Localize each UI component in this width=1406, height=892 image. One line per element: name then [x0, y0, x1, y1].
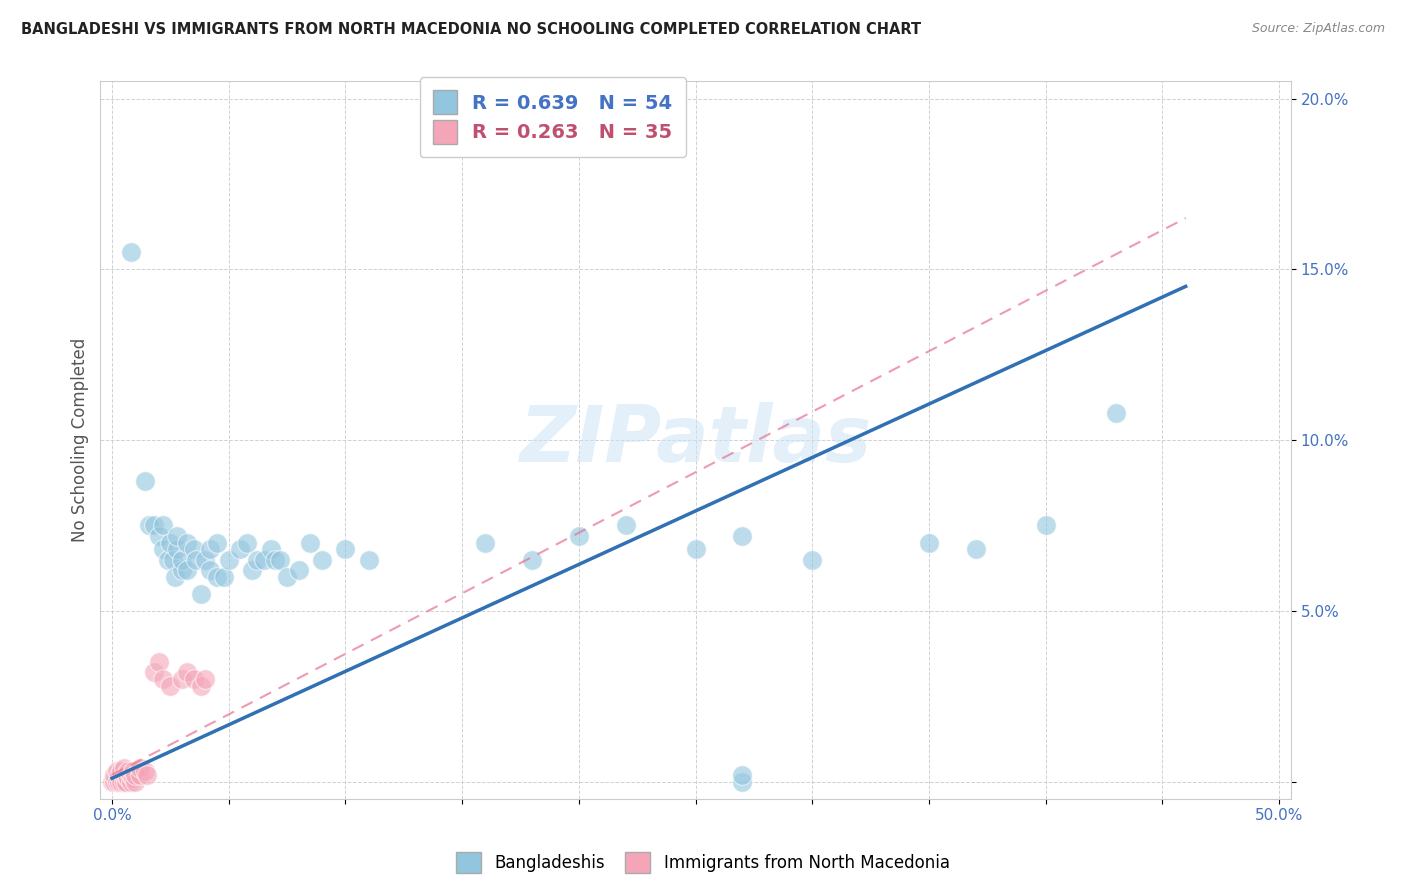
Point	[205, 570, 228, 584]
Point	[120, 768, 142, 782]
Point	[176, 665, 198, 680]
Point	[152, 672, 174, 686]
Point	[965, 542, 987, 557]
Point	[115, 774, 138, 789]
Point	[918, 535, 941, 549]
Point	[129, 761, 152, 775]
Point	[190, 587, 212, 601]
Point	[124, 774, 146, 789]
Point	[110, 764, 132, 779]
Point	[129, 768, 152, 782]
Text: ZIPatlas: ZIPatlas	[519, 402, 872, 478]
Point	[264, 552, 287, 566]
Point	[166, 542, 188, 557]
Point	[198, 542, 221, 557]
Point	[122, 771, 145, 785]
Point	[122, 764, 145, 779]
Point	[194, 672, 217, 686]
Point	[143, 518, 166, 533]
Point	[184, 552, 207, 566]
Point	[1035, 518, 1057, 533]
Point	[138, 518, 160, 533]
Point	[143, 665, 166, 680]
Point	[253, 552, 276, 566]
Point	[176, 535, 198, 549]
Point	[159, 679, 181, 693]
Point	[205, 535, 228, 549]
Point	[108, 768, 131, 782]
Point	[269, 552, 291, 566]
Point	[117, 771, 139, 785]
Point	[614, 518, 637, 533]
Point	[198, 563, 221, 577]
Point	[103, 774, 125, 789]
Y-axis label: No Schooling Completed: No Schooling Completed	[72, 338, 89, 542]
Point	[112, 768, 135, 782]
Point	[229, 542, 252, 557]
Point	[163, 570, 186, 584]
Point	[170, 563, 193, 577]
Point	[311, 552, 333, 566]
Point	[520, 552, 543, 566]
Point	[134, 764, 156, 779]
Point	[183, 672, 205, 686]
Point	[190, 679, 212, 693]
Point	[731, 529, 754, 543]
Point	[105, 764, 128, 779]
Point	[110, 774, 132, 789]
Point	[335, 542, 357, 557]
Point	[183, 542, 205, 557]
Legend: R = 0.639   N = 54, R = 0.263   N = 35: R = 0.639 N = 54, R = 0.263 N = 35	[419, 77, 686, 157]
Point	[236, 535, 259, 549]
Point	[162, 552, 184, 566]
Point	[166, 529, 188, 543]
Point	[1105, 406, 1128, 420]
Point	[148, 655, 170, 669]
Point	[103, 768, 125, 782]
Text: BANGLADESHI VS IMMIGRANTS FROM NORTH MACEDONIA NO SCHOOLING COMPLETED CORRELATIO: BANGLADESHI VS IMMIGRANTS FROM NORTH MAC…	[21, 22, 921, 37]
Point	[287, 563, 309, 577]
Point	[276, 570, 298, 584]
Point	[124, 768, 146, 782]
Point	[568, 529, 591, 543]
Point	[134, 474, 156, 488]
Point	[474, 535, 496, 549]
Point	[194, 552, 217, 566]
Point	[731, 774, 754, 789]
Text: Source: ZipAtlas.com: Source: ZipAtlas.com	[1251, 22, 1385, 36]
Point	[112, 774, 135, 789]
Point	[108, 774, 131, 789]
Point	[101, 774, 124, 789]
Point	[112, 761, 135, 775]
Point	[120, 245, 142, 260]
Point	[105, 774, 128, 789]
Point	[218, 552, 240, 566]
Point	[212, 570, 235, 584]
Point	[159, 535, 181, 549]
Point	[152, 518, 174, 533]
Point	[731, 768, 754, 782]
Point	[801, 552, 824, 566]
Point	[117, 764, 139, 779]
Point	[170, 672, 193, 686]
Point	[240, 563, 263, 577]
Point	[115, 768, 138, 782]
Legend: Bangladeshis, Immigrants from North Macedonia: Bangladeshis, Immigrants from North Mace…	[450, 846, 956, 880]
Point	[685, 542, 707, 557]
Point	[136, 768, 159, 782]
Point	[260, 542, 283, 557]
Point	[299, 535, 322, 549]
Point	[152, 542, 174, 557]
Point	[157, 552, 180, 566]
Point	[357, 552, 380, 566]
Point	[120, 774, 142, 789]
Point	[176, 563, 198, 577]
Point	[148, 529, 170, 543]
Point	[170, 552, 193, 566]
Point	[246, 552, 269, 566]
